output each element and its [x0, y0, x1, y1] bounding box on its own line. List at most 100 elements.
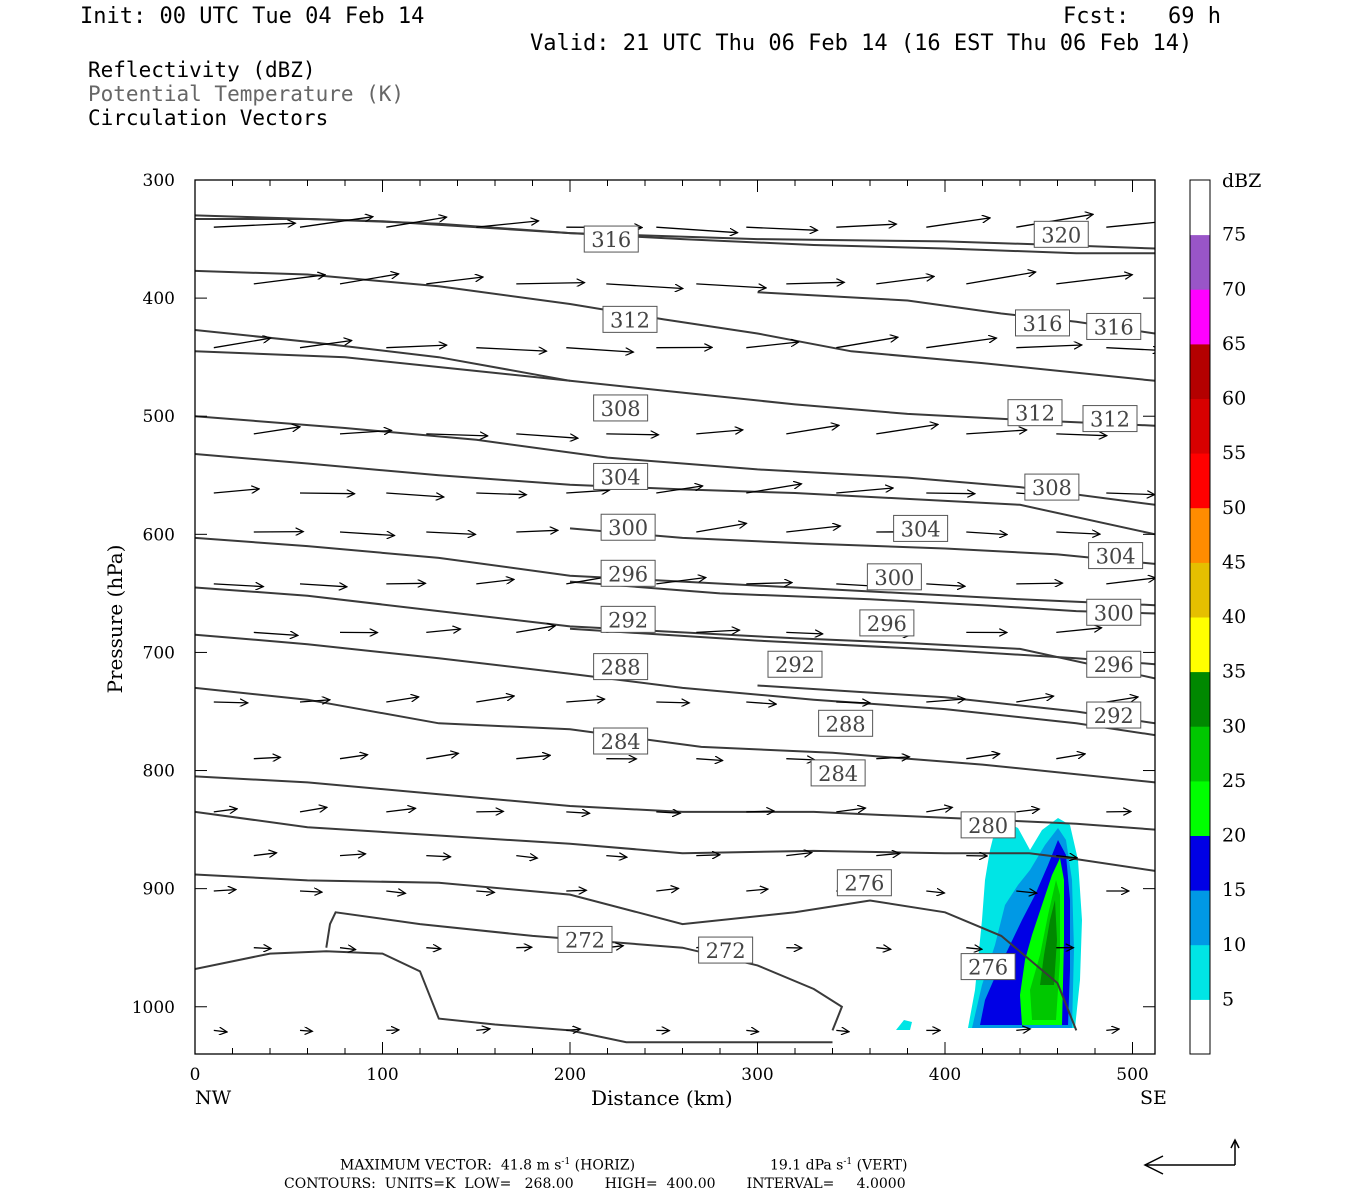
circulation-vector: [966, 272, 1035, 285]
contour-label-box: [1086, 701, 1142, 729]
x-end-right-label: SE: [1140, 1087, 1167, 1109]
circulation-vector: [213, 890, 236, 891]
contour-label: 272: [706, 939, 746, 963]
contour-label: 288: [601, 656, 641, 680]
circulation-vector: [786, 759, 815, 760]
contour-label: 272: [565, 928, 605, 952]
circulation-vector: [476, 891, 494, 892]
colorbar-swatch: [1190, 999, 1210, 1055]
contour-label-box: [593, 462, 649, 490]
circulation-vector: [516, 947, 532, 948]
circulation-vector: [966, 532, 1007, 535]
circulation-vector: [696, 523, 746, 533]
contour-label-box: [593, 653, 649, 681]
circulation-vector: [386, 891, 405, 893]
circulation-vector: [876, 853, 900, 855]
circulation-vector: [253, 853, 277, 856]
colorbar-level-label: 20: [1222, 825, 1246, 847]
x-tick-label: 100: [366, 1065, 398, 1085]
circulation-vector: [386, 492, 444, 497]
contour-labels: 320 316 312 316 316 308 312 312 304 308 300 304 304 2…: [557, 220, 1144, 981]
circulation-vector: [786, 425, 839, 435]
circulation-vector: [786, 853, 812, 856]
contour-label-box: [960, 953, 1016, 981]
circulation-vector: [339, 755, 368, 759]
circulation-vector: [1056, 754, 1085, 760]
circulation-vector: [299, 700, 330, 702]
colorbar-swatch: [1190, 453, 1210, 509]
circulation-vector: [299, 1030, 312, 1031]
circulation-vector: [339, 532, 395, 536]
circulation-vector: [606, 856, 627, 858]
plot-frame: [194, 179, 1156, 1055]
x-tick-label: 200: [554, 1065, 586, 1085]
init-time: Init: 00 UTC Tue 04 Feb 14: [80, 4, 425, 29]
theta-contour-296: [195, 586, 1155, 680]
circulation-vector: [213, 1030, 227, 1032]
contour-label-box: [557, 925, 613, 953]
colorbar-level-label: 45: [1222, 551, 1246, 573]
theta-contour-312: [195, 350, 571, 382]
contour-label-box: [836, 869, 892, 897]
colorbar-level-label: 55: [1222, 442, 1246, 464]
circulation-vector: [1106, 697, 1138, 703]
contour-label-box: [1086, 312, 1142, 340]
circulation-vector: [426, 856, 450, 857]
contour-label-box: [1086, 650, 1142, 678]
circulation-vector: [746, 889, 768, 891]
circulation-vector: [656, 226, 737, 233]
theta-contour-292: [195, 633, 1155, 737]
contour-label: 316: [1022, 312, 1062, 336]
x-tick-label: 0: [190, 1065, 201, 1085]
colorbar-swatch: [1190, 835, 1210, 891]
circulation-vector: [339, 274, 399, 285]
circulation-vector: [1056, 434, 1107, 436]
circulation-vector: [426, 277, 483, 285]
circulation-vector: [516, 283, 584, 284]
circulation-vector: [926, 807, 952, 812]
circulation-vector: [566, 890, 586, 891]
x-end-left-label: NW: [195, 1087, 232, 1109]
legend-circulation-vectors: Circulation Vectors: [88, 106, 329, 130]
circulation-vector: [606, 434, 658, 435]
circulation-vector: [656, 486, 702, 494]
max-vector-text: MAXIMUM VECTOR: 41.8 m s-1 (HORIZ): [340, 1157, 636, 1174]
colorbar-level-label: 30: [1222, 715, 1246, 737]
circulation-vector: [1016, 891, 1037, 893]
circulation-vector: [1016, 345, 1082, 348]
circulation-vector: [299, 341, 352, 349]
contour-label-box: [1082, 405, 1138, 433]
contour-label-box: [1088, 542, 1144, 570]
circulation-vector: [1056, 628, 1101, 634]
circulation-vector: [566, 699, 604, 702]
reference-vector-icon: [1143, 1138, 1240, 1175]
contour-label: 308: [1032, 476, 1072, 500]
contour-label-box: [593, 394, 649, 422]
legend-potential-temperature: Potential Temperature (K): [88, 82, 405, 106]
contour-label: 320: [1041, 223, 1081, 247]
circulation-vector: [966, 754, 999, 760]
circulation-vector: [476, 696, 514, 703]
contour-label-box: [698, 936, 754, 964]
x-tick-label: 300: [741, 1065, 773, 1085]
circulation-vector: [476, 221, 538, 228]
x-axis-label: Distance (km): [591, 1086, 733, 1110]
theta-contour-304: [195, 453, 1155, 536]
colorbar-level-label: 40: [1222, 606, 1246, 628]
theta-contour-312: [195, 269, 1155, 382]
colorbar: 5 10 15 20 25 30 35 40 45 50 55 60 65 70 75: [1189, 179, 1246, 1055]
circulation-vector: [746, 342, 798, 349]
circulation-vector: [1016, 809, 1039, 812]
circulation-vector: [1016, 214, 1093, 228]
circulation-vector: [213, 338, 271, 349]
colorbar-level-label: 10: [1222, 934, 1246, 956]
theta-contour-272: [195, 950, 833, 1044]
circulation-vector: [516, 530, 558, 532]
circulation-vector: [876, 757, 909, 759]
contour-label-box: [600, 605, 656, 633]
circulation-vector: [213, 809, 237, 812]
circulation-vector: [926, 584, 965, 586]
circulation-vector: [566, 490, 609, 493]
circulation-vector: [786, 282, 844, 284]
